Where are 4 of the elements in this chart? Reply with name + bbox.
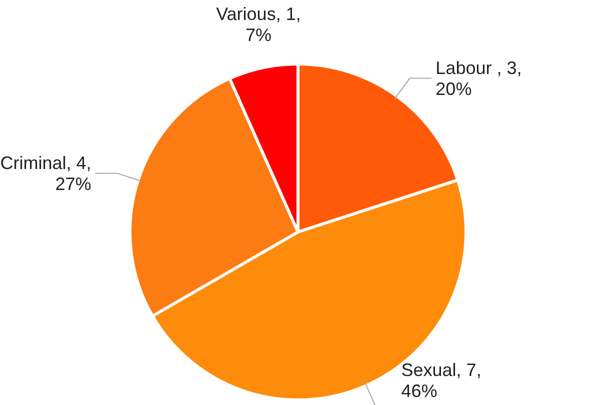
slice-label: Various, 1, 7% — [216, 4, 301, 45]
slice-label: Labour , 3, 20% — [436, 58, 522, 99]
slice-label: Criminal, 4, 27% — [0, 152, 92, 194]
slice-label: Sexual, 7, 46% — [401, 360, 482, 401]
